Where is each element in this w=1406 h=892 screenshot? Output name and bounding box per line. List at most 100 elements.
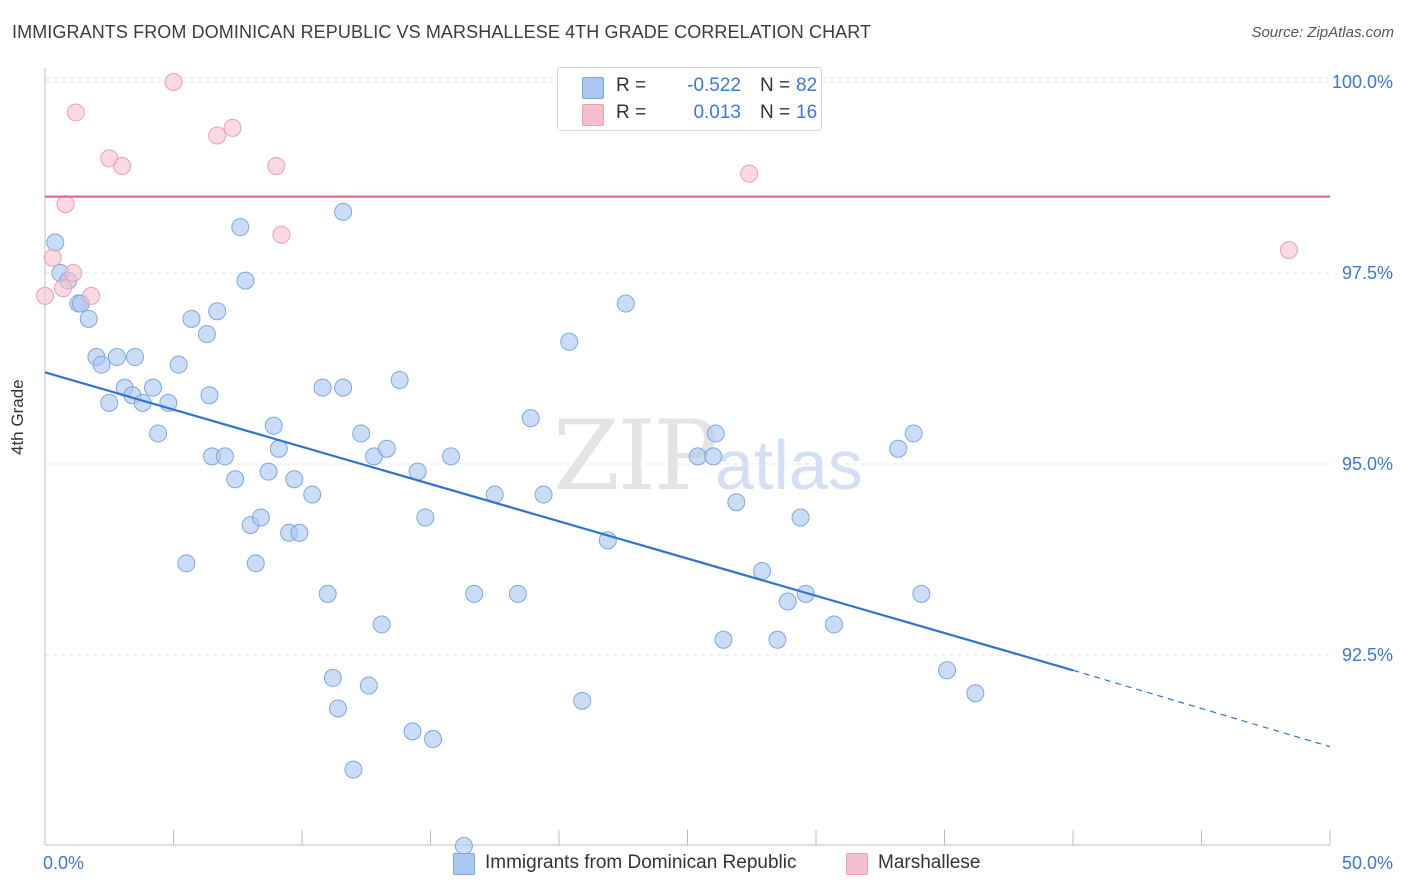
marshallese-point bbox=[43, 248, 62, 267]
source-label: Source: ZipAtlas.com bbox=[1251, 24, 1394, 41]
dominican-point bbox=[616, 294, 635, 313]
dominican-point bbox=[824, 615, 843, 634]
dominican-point bbox=[768, 630, 787, 649]
dominican-point bbox=[344, 760, 363, 779]
marshallese-point bbox=[223, 118, 242, 137]
dominican-point bbox=[706, 424, 725, 443]
dominican-trend-line bbox=[44, 371, 1074, 672]
dominican-trend-extension bbox=[1072, 669, 1331, 748]
dominican-point bbox=[465, 584, 484, 603]
dominican-point bbox=[313, 378, 332, 397]
x-tick-label: 0.0% bbox=[43, 853, 84, 873]
dominican-point bbox=[889, 439, 908, 458]
y-tick-label: 97.5% bbox=[1342, 263, 1393, 283]
dominican-point bbox=[107, 348, 126, 367]
legend-r-label: R = bbox=[616, 75, 647, 96]
dominican-point bbox=[303, 485, 322, 504]
dominican-point bbox=[259, 462, 278, 481]
dominican-point bbox=[328, 699, 347, 718]
dominican-point bbox=[246, 554, 265, 573]
bottom-legend-swatch-pink bbox=[846, 853, 868, 875]
marshallese-point bbox=[36, 286, 54, 305]
dominican-point bbox=[442, 447, 461, 466]
chart-title: IMMIGRANTS FROM DOMINICAN REPUBLIC VS MA… bbox=[12, 22, 872, 42]
dominican-point bbox=[704, 447, 723, 466]
dominican-point bbox=[197, 325, 216, 344]
dominican-point bbox=[912, 584, 931, 603]
dominican-point bbox=[92, 355, 111, 374]
dominican-point bbox=[323, 668, 342, 687]
dominican-point bbox=[534, 485, 553, 504]
dominican-point bbox=[290, 523, 309, 542]
marshallese-point bbox=[208, 126, 227, 145]
dominican-point bbox=[753, 561, 772, 580]
x-tick-label: 50.0% bbox=[1342, 853, 1393, 873]
dominican-point bbox=[231, 218, 250, 237]
legend-r-label: R = bbox=[616, 102, 647, 123]
y-tick-label: 95.0% bbox=[1342, 454, 1393, 474]
marshallese-point bbox=[1279, 241, 1298, 260]
dominican-point bbox=[285, 470, 304, 489]
dominican-point bbox=[318, 584, 337, 603]
bottom-legend-swatch-blue bbox=[453, 853, 475, 875]
y-axis-title: 4th Grade bbox=[8, 379, 27, 455]
marshallese-point bbox=[56, 195, 75, 214]
dominican-point bbox=[215, 447, 234, 466]
dominican-point bbox=[226, 470, 245, 489]
dominican-point bbox=[208, 302, 227, 321]
dominican-point bbox=[791, 508, 810, 527]
dominican-point bbox=[359, 676, 378, 695]
legend-r-value: -0.522 bbox=[687, 75, 741, 96]
dominican-point bbox=[46, 233, 65, 252]
legend-n-value: 16 bbox=[796, 102, 818, 123]
dominican-point bbox=[714, 630, 733, 649]
dominican-point bbox=[904, 424, 923, 443]
dominican-point bbox=[403, 722, 422, 741]
dominican-point bbox=[416, 508, 435, 527]
marshallese-point bbox=[66, 103, 85, 122]
dominican-point bbox=[966, 684, 985, 703]
dominican-point bbox=[143, 378, 162, 397]
dominican-point bbox=[508, 584, 527, 603]
y-tick-label: 92.5% bbox=[1342, 645, 1393, 665]
legend-n-value: 82 bbox=[796, 75, 818, 96]
legend-swatch-blue bbox=[582, 77, 604, 99]
dominican-point bbox=[79, 309, 98, 328]
dominican-point bbox=[424, 730, 443, 749]
dominican-point bbox=[521, 409, 540, 428]
dominican-point bbox=[938, 661, 957, 680]
dominican-point bbox=[100, 393, 119, 412]
dominican-point bbox=[251, 508, 270, 527]
dominican-point bbox=[727, 493, 746, 512]
marshallese-point bbox=[113, 157, 132, 176]
dominican-point bbox=[390, 370, 409, 389]
bottom-legend-label: Marshallese bbox=[878, 852, 981, 873]
watermark-atlas: atlas bbox=[715, 426, 863, 504]
legend-n-label: N = bbox=[760, 102, 791, 123]
dominican-point bbox=[377, 439, 396, 458]
dominican-point bbox=[200, 386, 219, 405]
y-tick-label: 100.0% bbox=[1332, 72, 1393, 92]
dominican-point bbox=[454, 837, 473, 855]
dominican-point bbox=[334, 202, 353, 221]
correlation-legend: R = -0.522 N = 82 R = 0.013 N = 16 bbox=[557, 67, 822, 131]
dominican-point bbox=[182, 309, 201, 328]
marshallese-point bbox=[53, 279, 72, 298]
dominican-point bbox=[560, 332, 579, 351]
dominican-point bbox=[264, 416, 283, 435]
marshallese-point bbox=[740, 164, 759, 183]
legend-r-value: 0.013 bbox=[693, 102, 741, 123]
dominican-point bbox=[149, 424, 168, 443]
dominican-point bbox=[688, 447, 707, 466]
marshallese-point bbox=[272, 225, 291, 244]
marshallese-point bbox=[164, 73, 183, 91]
legend-swatch-pink bbox=[582, 104, 604, 126]
dominican-point bbox=[352, 424, 371, 443]
dominican-point bbox=[169, 355, 188, 374]
marshallese-point bbox=[267, 157, 286, 176]
dominican-point bbox=[334, 378, 353, 397]
dominican-point bbox=[125, 348, 144, 367]
marshallese-point bbox=[82, 286, 101, 305]
dominican-point bbox=[573, 691, 592, 710]
